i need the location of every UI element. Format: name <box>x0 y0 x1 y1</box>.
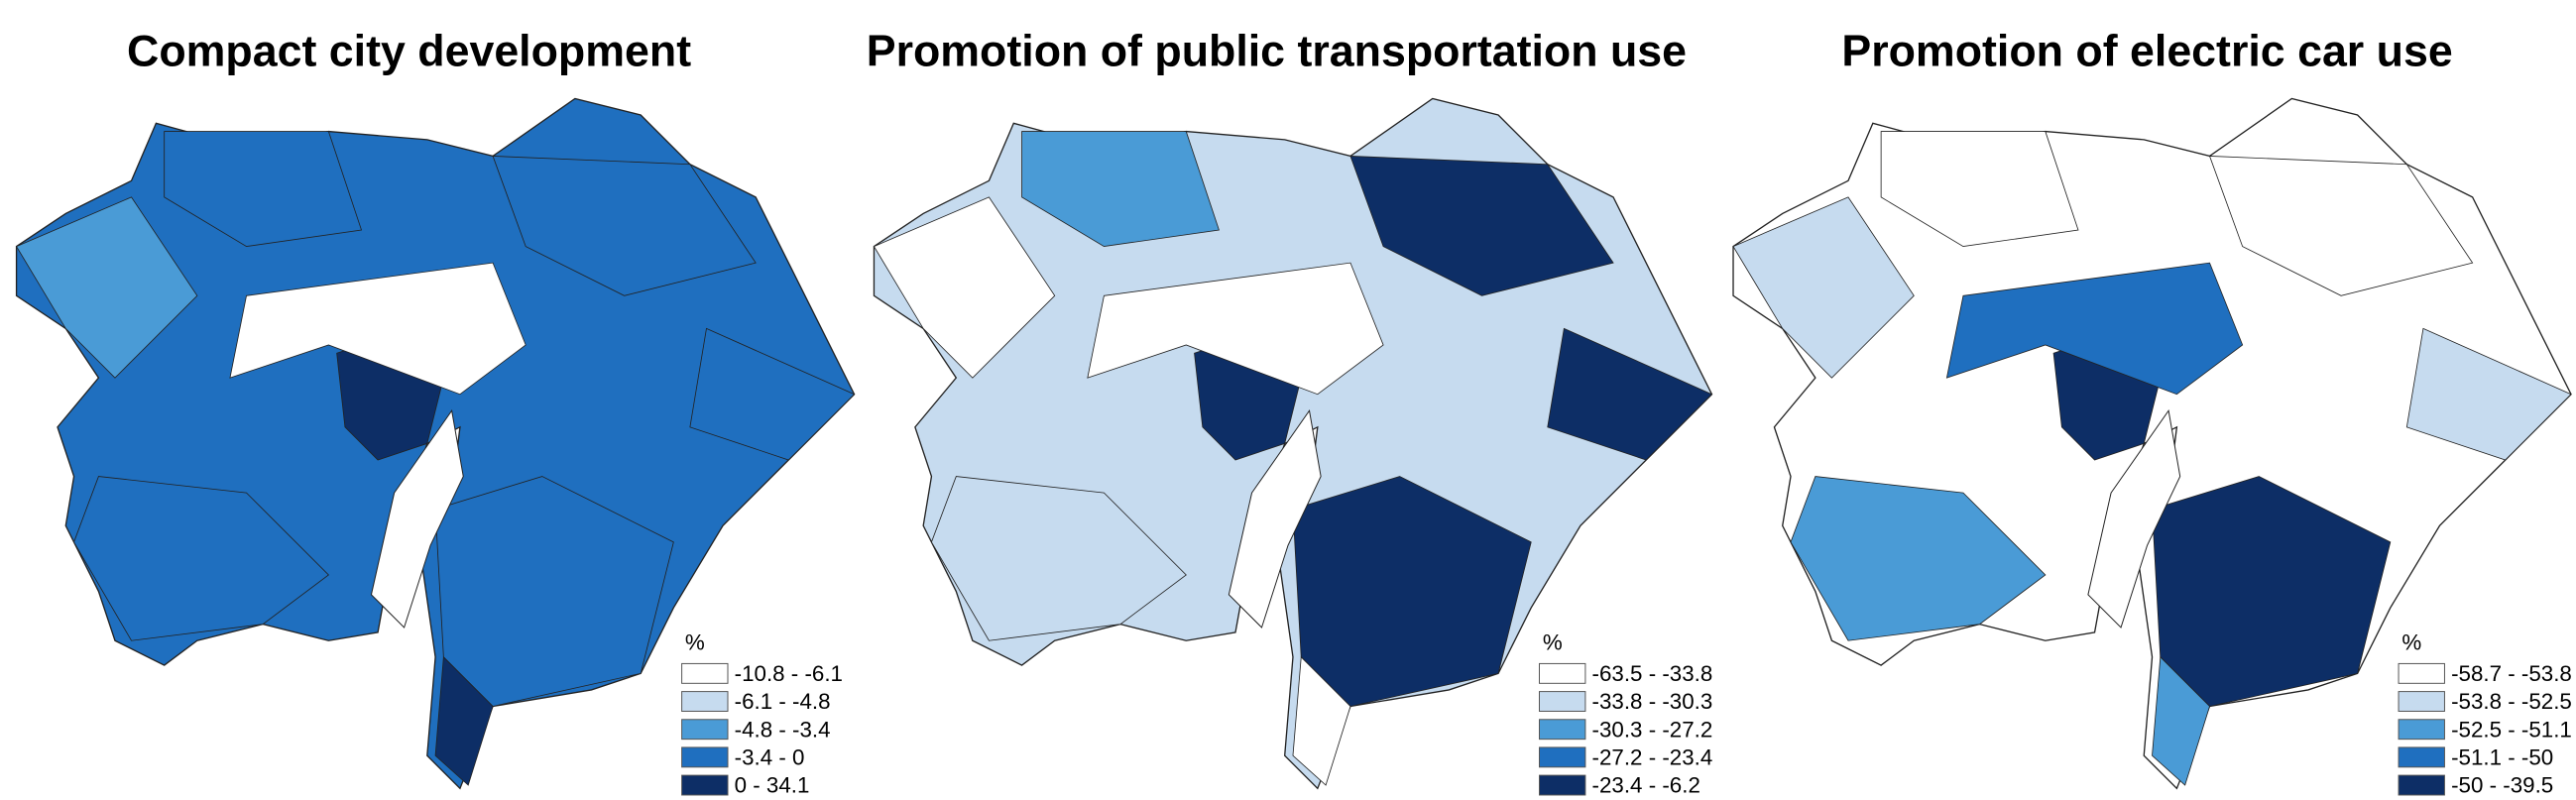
region <box>873 196 1056 379</box>
region <box>164 131 363 248</box>
region <box>434 655 494 786</box>
legend-swatch <box>681 662 729 684</box>
region <box>15 196 198 379</box>
region <box>2152 655 2210 786</box>
region <box>1087 262 1384 396</box>
legend-label: -51.1 - -50 <box>2451 744 2553 769</box>
legend-swatch <box>2398 691 2445 712</box>
map-title: Promotion of electric car use <box>1841 27 2452 75</box>
map-panel: Compact city development% -10.8 - -6.1 -6.… <box>15 27 856 798</box>
bay <box>2087 408 2181 629</box>
map-area <box>1732 97 2572 790</box>
legend-swatch <box>681 746 729 768</box>
legend-label: 0 - 34.1 <box>735 773 810 798</box>
legend-label: -50 - -39.5 <box>2451 773 2553 798</box>
region <box>1349 156 1614 296</box>
region <box>1292 655 1351 786</box>
legend-label: -23.4 - -6.2 <box>1592 773 1700 798</box>
legend-swatch <box>681 719 729 741</box>
legend-label: -3.4 - 0 <box>735 744 805 769</box>
region <box>229 262 527 396</box>
bay <box>370 408 464 629</box>
map-area <box>15 97 856 790</box>
legend-label: -53.8 - -52.5 <box>2451 689 2572 714</box>
region <box>1945 262 2244 396</box>
region <box>492 156 757 296</box>
region <box>1790 476 2047 641</box>
legend-swatch <box>2398 719 2445 741</box>
legend-swatch <box>1539 774 1586 796</box>
region <box>73 476 330 641</box>
legend-label: -63.5 - -33.8 <box>1592 661 1713 686</box>
map-title: Compact city development <box>127 27 691 75</box>
legend-swatch <box>2398 662 2445 684</box>
region <box>1021 131 1220 248</box>
region <box>2405 327 2572 461</box>
legend-label: -52.5 - -51.1 <box>2451 717 2572 742</box>
map-area <box>873 97 1713 790</box>
region <box>1732 196 1915 379</box>
legend-label: -33.8 - -30.3 <box>1592 689 1713 714</box>
map-title: Promotion of public transportation use <box>867 27 1687 75</box>
legend-swatch <box>681 691 729 712</box>
map-panel: Promotion of public transportation use% -… <box>867 27 1713 797</box>
legend-label: -4.8 - -3.4 <box>735 717 831 742</box>
region <box>689 327 856 461</box>
region <box>1547 327 1713 461</box>
region <box>1880 131 2079 248</box>
legend-swatch <box>2398 774 2445 796</box>
legend-title: % <box>2401 629 2421 654</box>
legend-label: -27.2 - -23.4 <box>1592 744 1713 769</box>
legend-swatch <box>681 774 729 796</box>
legend-title: % <box>685 629 705 654</box>
legend-swatch <box>1539 746 1586 768</box>
map-panel: Promotion of electric car use% -58.7 - -5… <box>1732 27 2572 798</box>
legend-title: % <box>1543 629 1563 654</box>
legend-swatch <box>1539 719 1586 741</box>
region <box>2208 156 2474 296</box>
legend-swatch <box>2398 746 2445 768</box>
legend-swatch <box>1539 691 1586 712</box>
legend-label: -10.8 - -6.1 <box>735 661 843 686</box>
bay <box>1228 408 1322 629</box>
legend-label: -6.1 - -4.8 <box>735 689 831 714</box>
legend-swatch <box>1539 662 1586 684</box>
legend-label: -58.7 - -53.8 <box>2451 661 2572 686</box>
legend-label: -30.3 - -27.2 <box>1592 717 1713 742</box>
region <box>930 476 1187 641</box>
